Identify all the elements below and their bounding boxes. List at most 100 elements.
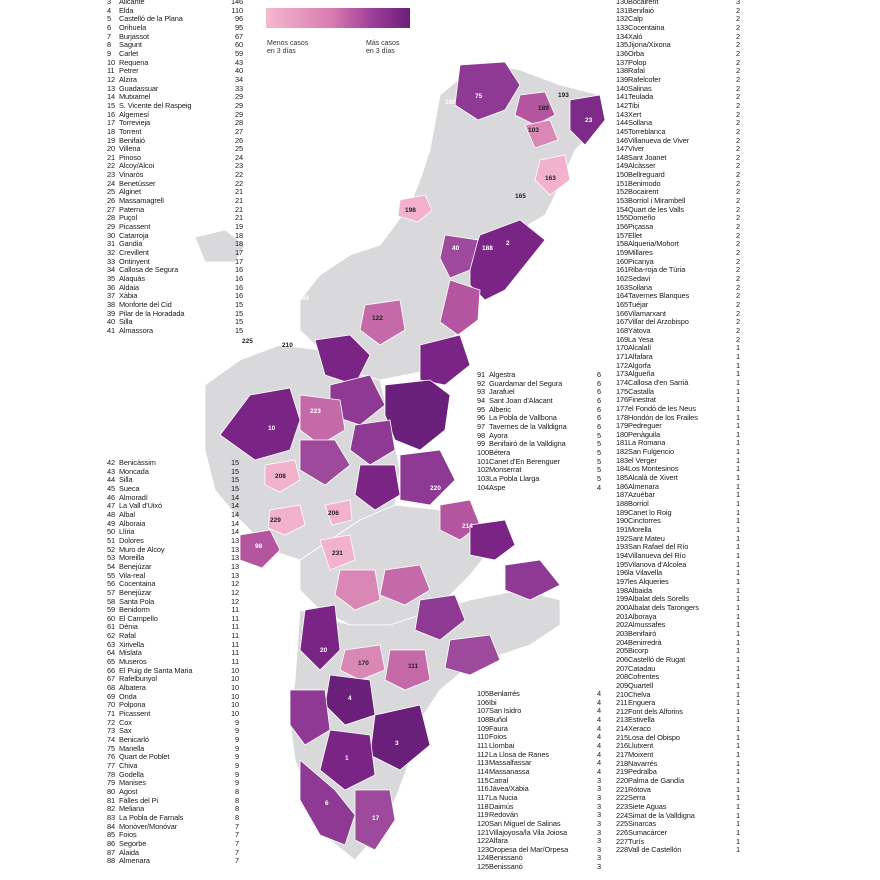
municipality-name: Vilanova d'Alcolea <box>628 560 687 569</box>
municipality-name: Torrevieja <box>119 119 151 128</box>
case-count: 1 <box>735 395 740 405</box>
case-count: 33 <box>234 83 243 93</box>
case-count: 1 <box>735 845 740 855</box>
municipality-name: Benifaió <box>628 6 654 15</box>
list-item: 81 Fàlles del Pi 8 <box>107 795 239 806</box>
case-count: 2 <box>735 265 740 275</box>
municipality-name: Serra <box>628 794 646 803</box>
list-item: 10 Requena 43 <box>107 58 243 68</box>
list-item: 51 Dolores 13 <box>107 536 239 546</box>
municipality-name: Carlet <box>119 49 139 58</box>
case-count: 1 <box>735 447 740 457</box>
case-count: 21 <box>234 187 243 197</box>
rank-number: 216 <box>616 741 629 751</box>
case-count: 1 <box>735 663 740 673</box>
region-vilareal <box>439 279 481 336</box>
list-item: 110 Foios 4 <box>477 733 601 742</box>
municipality-name: Museros <box>119 658 147 667</box>
municipality-name: Rafelbunyol <box>119 675 157 684</box>
list-item: 31 Gandia 18 <box>107 240 243 249</box>
rank-number: 161 <box>616 265 629 275</box>
municipality-name: Albalat dels Sorells <box>628 595 689 604</box>
list-item: 109 Faura 4 <box>477 724 601 734</box>
list-item: 52 Muro de Alcoy 13 <box>107 545 239 555</box>
list-item: 183 el Verger 1 <box>616 455 740 466</box>
list-item: 170 Alcalalí 1 <box>616 344 740 353</box>
list-item: 79 Manises 9 <box>107 779 239 788</box>
list-item: 220 Palma de Gandía 1 <box>616 776 740 786</box>
rank-number: 107 <box>477 706 490 716</box>
rank-number: 179 <box>616 421 629 431</box>
case-count: 22 <box>234 178 243 188</box>
case-count: 96 <box>234 14 243 24</box>
case-count: 5 <box>596 430 601 440</box>
case-count: 9 <box>234 735 239 744</box>
case-count: 1 <box>735 724 740 734</box>
rank-number: 189 <box>616 507 629 517</box>
municipality-name: Finestrat <box>628 396 656 405</box>
rank-number: 18 <box>107 126 116 136</box>
case-count: 3 <box>596 827 601 837</box>
list-item: 40 Silla 15 <box>107 318 243 327</box>
case-count: 17 <box>234 256 243 266</box>
region-buñol <box>264 459 301 493</box>
list-item: 19 Benifaió 26 <box>107 136 243 146</box>
rank-number: 113 <box>477 758 489 768</box>
case-count: 1 <box>735 551 740 560</box>
rank-number: 200 <box>616 602 629 612</box>
rank-number: 34 <box>107 265 116 275</box>
list-item: 136 Orba 2 <box>616 49 740 59</box>
municipality-name: Gandia <box>119 240 143 249</box>
municipality-name: Faura <box>489 724 508 733</box>
municipality-name: Riba-roja de Túria <box>628 266 686 275</box>
rank-number: 183 <box>616 455 629 465</box>
case-count: 1 <box>735 784 740 794</box>
municipality-name: La Yesa <box>628 335 654 344</box>
region-ayora <box>239 529 281 569</box>
municipality-name: Segorbe <box>119 839 147 848</box>
case-count: 2 <box>735 299 740 309</box>
list-item: 218 Navarrés 1 <box>616 759 740 769</box>
case-count: 22 <box>234 170 243 180</box>
municipality-name: Bocairent <box>628 0 659 6</box>
municipality-name: Massamagrell <box>119 197 164 206</box>
case-count: 1 <box>735 438 740 448</box>
municipality-name: Benissanó <box>489 854 523 863</box>
case-count: 4 <box>596 714 601 724</box>
rank-number: 84 <box>107 821 116 831</box>
map-colored-regions <box>219 61 606 851</box>
municipality-name: Sant Joanet <box>628 153 667 162</box>
region-denia <box>504 559 561 601</box>
municipality-name: Algemesí <box>119 110 150 119</box>
list-item: 119 Redován 3 <box>477 811 601 820</box>
list-item: 42 Benicàssim 15 <box>107 458 239 468</box>
list-item: 193 San Rafael del Río 1 <box>616 543 740 552</box>
case-count: 6 <box>596 378 601 388</box>
case-count: 1 <box>735 542 740 552</box>
case-count: 1 <box>735 369 740 379</box>
case-count: 2 <box>735 178 740 188</box>
list-item: 102 Monserrat 5 <box>477 466 601 475</box>
case-count: 1 <box>735 386 740 396</box>
case-count: 2 <box>735 57 740 67</box>
rank-number: 8 <box>107 40 112 50</box>
case-count: 8 <box>234 795 239 805</box>
list-item: 151 Benimodo 2 <box>616 178 740 189</box>
case-count: 21 <box>234 213 243 223</box>
list-item: 96 La Pobla de Vallbona 6 <box>477 414 601 423</box>
rank-number: 79 <box>107 778 116 788</box>
municipality-name: Alfara <box>489 837 508 846</box>
list-item: 188 Borriol 1 <box>616 499 740 509</box>
rank-number: 130 <box>616 0 629 6</box>
municipality-name: Albal <box>119 510 135 519</box>
rank-number: 7 <box>107 31 112 41</box>
rank-number: 215 <box>616 732 629 742</box>
case-count: 2 <box>735 239 740 249</box>
case-count: 10 <box>230 691 239 701</box>
rank-number: 153 <box>616 196 629 206</box>
map-label-25: 214 <box>462 523 473 530</box>
list-item: 205 Bicorp 1 <box>616 647 740 656</box>
municipality-name: Jijona/Xixona <box>628 41 671 50</box>
rank-number: 110 <box>477 732 489 742</box>
case-count: 2 <box>735 109 740 119</box>
